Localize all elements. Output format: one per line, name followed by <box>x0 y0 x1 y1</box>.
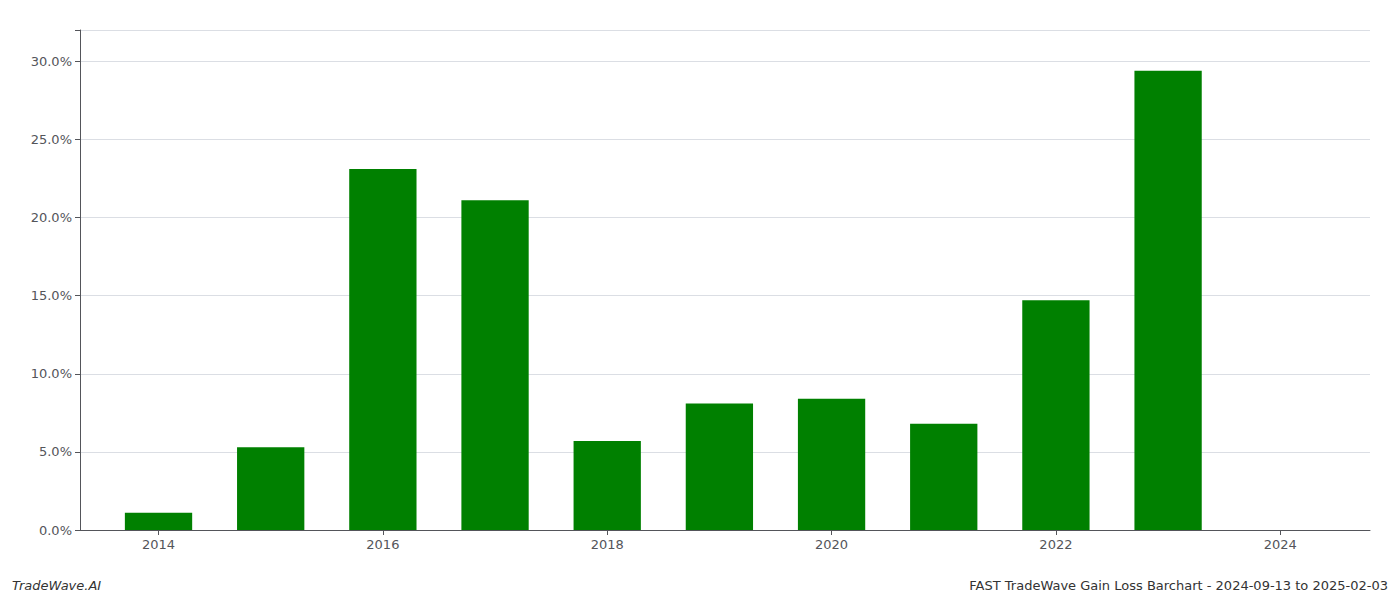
svg-text:10.0%: 10.0% <box>31 366 72 381</box>
svg-text:25.0%: 25.0% <box>31 132 72 147</box>
svg-text:5.0%: 5.0% <box>39 444 72 459</box>
svg-text:2024: 2024 <box>1264 537 1297 552</box>
svg-text:2014: 2014 <box>142 537 175 552</box>
svg-text:30.0%: 30.0% <box>31 54 72 69</box>
svg-text:2016: 2016 <box>366 537 399 552</box>
svg-text:FAST TradeWave Gain Loss Barch: FAST TradeWave Gain Loss Barchart - 2024… <box>969 578 1388 593</box>
svg-text:15.0%: 15.0% <box>31 288 72 303</box>
svg-text:0.0%: 0.0% <box>39 523 72 538</box>
svg-text:TradeWave.AI: TradeWave.AI <box>12 578 101 593</box>
svg-text:2018: 2018 <box>591 537 624 552</box>
svg-text:2020: 2020 <box>815 537 848 552</box>
svg-text:2022: 2022 <box>1039 537 1072 552</box>
svg-text:20.0%: 20.0% <box>31 210 72 225</box>
